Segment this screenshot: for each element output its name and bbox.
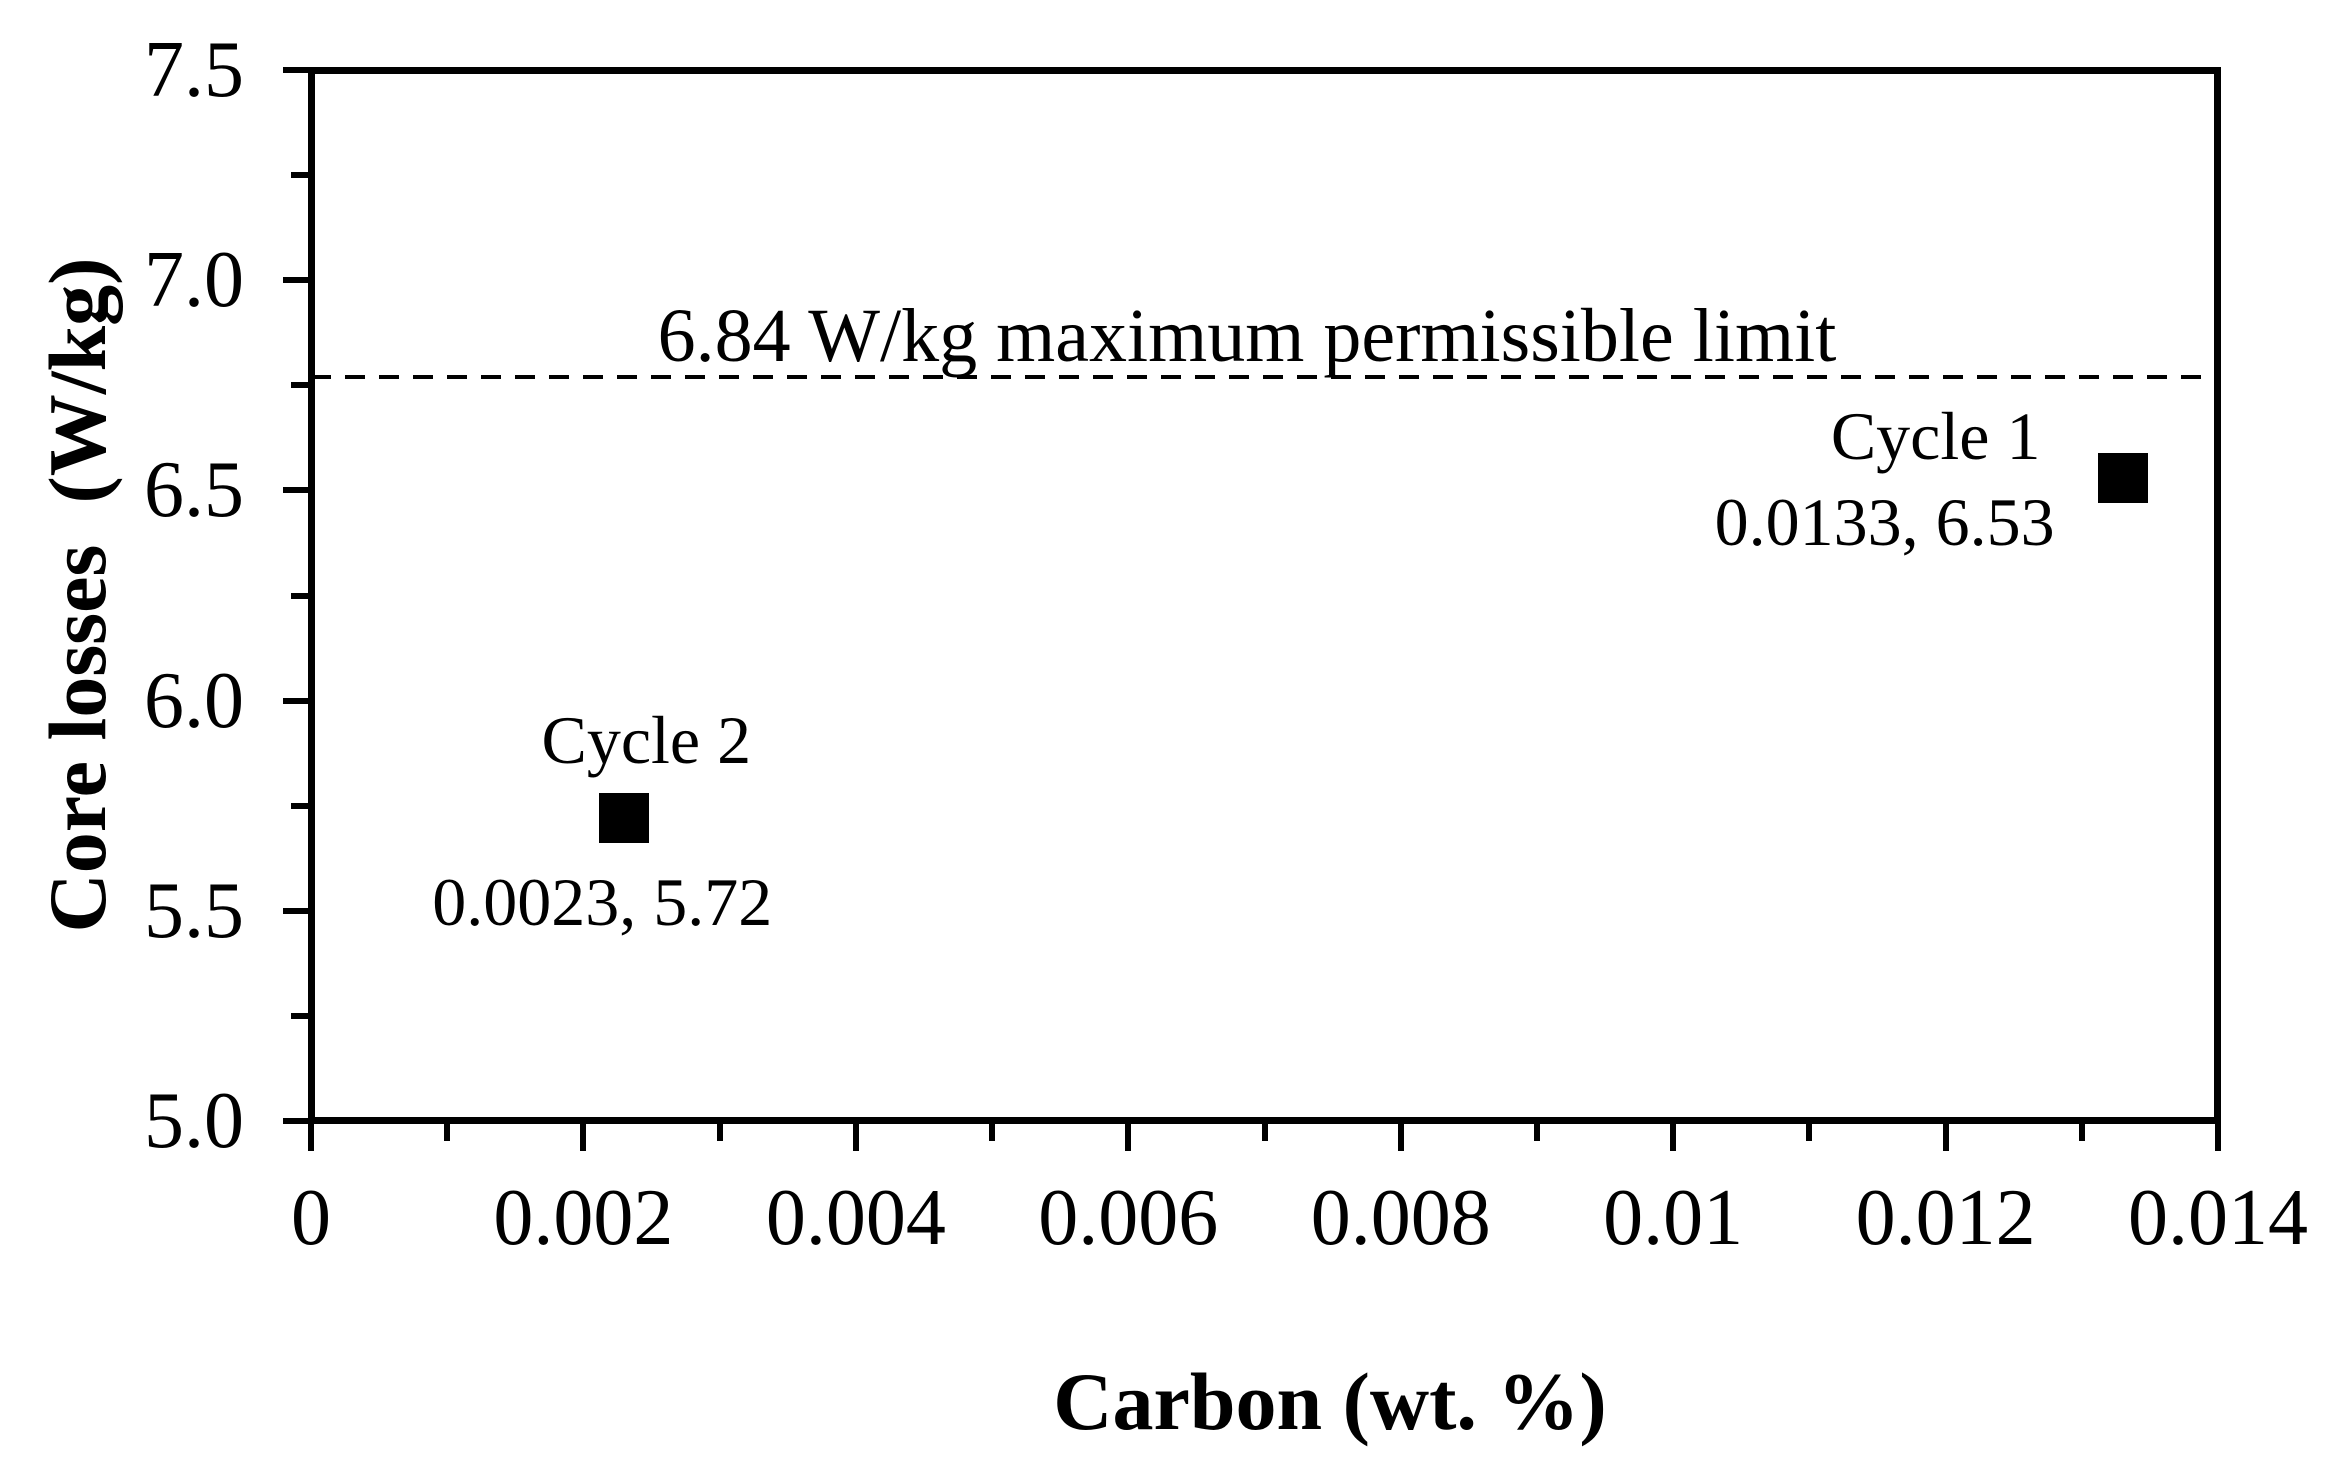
y-major-tick xyxy=(283,277,311,284)
x-tick-label: 0.008 xyxy=(1310,1174,1491,1262)
y-tick-label: 5.0 xyxy=(144,1077,244,1165)
x-minor-tick xyxy=(2078,1121,2085,1141)
y-tick-label: 7.5 xyxy=(144,26,244,114)
y-major-tick xyxy=(283,697,311,704)
x-major-tick xyxy=(580,1121,587,1151)
data-point-marker xyxy=(2097,452,2148,503)
data-point-marker xyxy=(599,793,650,844)
x-major-tick xyxy=(1397,1121,1404,1151)
y-major-tick xyxy=(283,487,311,494)
data-point-value-label: 0.0023, 5.72 xyxy=(432,864,773,941)
y-minor-tick xyxy=(291,172,311,179)
y-tick-label: 6.5 xyxy=(144,446,244,535)
y-major-tick xyxy=(283,67,311,73)
y-tick-label: 6.0 xyxy=(144,656,244,745)
x-minor-tick xyxy=(989,1121,996,1141)
y-minor-tick xyxy=(291,382,311,389)
data-point-name-label: Cycle 1 xyxy=(1830,397,2041,474)
plot-area xyxy=(308,67,2221,1124)
x-major-tick xyxy=(1942,1121,1949,1151)
y-minor-tick xyxy=(291,592,311,599)
x-minor-tick xyxy=(1806,1121,1813,1141)
reference-line-label: 6.84 W/kg maximum permissible limit xyxy=(657,294,1837,378)
x-tick-label: 0.01 xyxy=(1603,1174,1744,1262)
x-axis-title: Carbon (wt. %) xyxy=(1053,1356,1607,1447)
reference-line xyxy=(311,374,2218,379)
y-axis-title: Core losses (W/kg) xyxy=(32,257,123,933)
y-major-tick xyxy=(283,907,311,914)
x-minor-tick xyxy=(1261,1121,1268,1141)
x-tick-label: 0.012 xyxy=(1855,1174,2036,1262)
y-minor-tick xyxy=(291,1012,311,1019)
x-tick-label: 0.014 xyxy=(2128,1174,2308,1262)
x-major-tick xyxy=(2215,1121,2221,1151)
x-major-tick xyxy=(1670,1121,1677,1151)
y-major-tick xyxy=(283,1118,311,1124)
x-tick-label: 0.006 xyxy=(1038,1174,1219,1262)
x-minor-tick xyxy=(716,1121,723,1141)
x-minor-tick xyxy=(444,1121,451,1141)
x-major-tick xyxy=(308,1121,314,1151)
x-tick-label: 0 xyxy=(291,1174,331,1262)
y-tick-label: 5.5 xyxy=(144,866,244,955)
x-tick-label: 0.004 xyxy=(765,1174,946,1262)
x-major-tick xyxy=(852,1121,859,1151)
x-minor-tick xyxy=(1533,1121,1540,1141)
data-point-value-label: 0.0133, 6.53 xyxy=(1714,483,2055,560)
x-major-tick xyxy=(1125,1121,1132,1151)
y-minor-tick xyxy=(291,802,311,809)
y-tick-label: 7.0 xyxy=(144,236,244,325)
data-point-name-label: Cycle 2 xyxy=(541,702,752,779)
x-tick-label: 0.002 xyxy=(493,1174,674,1262)
